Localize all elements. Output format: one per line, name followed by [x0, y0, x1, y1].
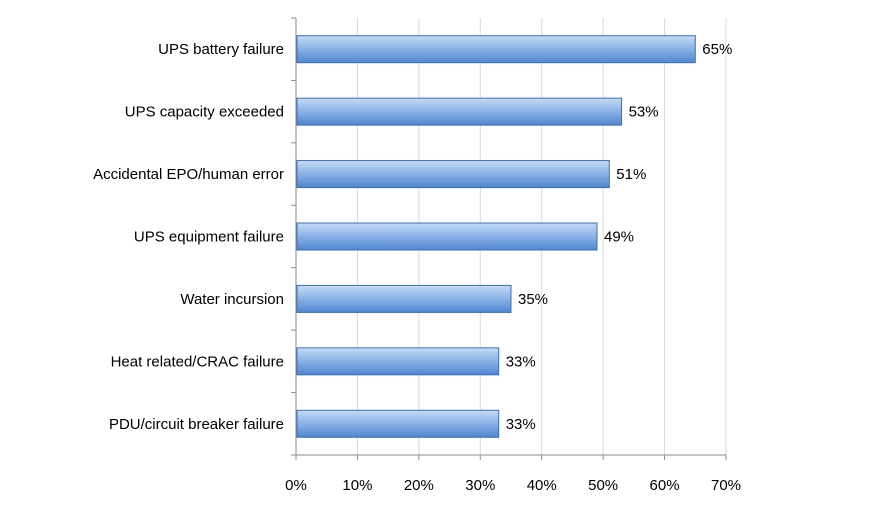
bar	[296, 284, 512, 313]
bar	[296, 222, 598, 251]
bar	[296, 35, 696, 64]
value-label: 53%	[629, 104, 659, 121]
x-tick-label: 0%	[285, 477, 307, 494]
category-label: Water incursion	[180, 291, 284, 308]
x-tick-label: 70%	[711, 477, 741, 494]
value-label: 35%	[518, 291, 548, 308]
value-label: 33%	[506, 416, 536, 433]
category-label: Heat related/CRAC failure	[111, 353, 284, 370]
labels: 0% 10% 20% 30% 40% 50% 60% 70% UPS battery failu…	[93, 41, 741, 494]
x-tick-label: 30%	[465, 477, 495, 494]
x-tick-label: 20%	[404, 477, 434, 494]
category-label: Accidental EPO/human error	[93, 166, 284, 183]
bar	[296, 160, 610, 189]
bar	[296, 347, 500, 376]
value-label: 51%	[616, 166, 646, 183]
category-label: UPS battery failure	[158, 41, 284, 58]
value-label: 33%	[506, 353, 536, 370]
category-label: UPS capacity exceeded	[125, 104, 284, 121]
bars	[296, 35, 696, 438]
value-label: 65%	[702, 41, 732, 58]
x-tick-label: 40%	[527, 477, 557, 494]
axes	[291, 17, 727, 460]
value-label: 49%	[604, 229, 634, 246]
x-tick-label: 60%	[650, 477, 680, 494]
bar	[296, 97, 623, 126]
category-label: UPS equipment failure	[134, 229, 284, 246]
x-tick-label: 10%	[342, 477, 372, 494]
bar	[296, 409, 500, 438]
x-tick-label: 50%	[588, 477, 618, 494]
category-label: PDU/circuit breaker failure	[109, 416, 284, 433]
